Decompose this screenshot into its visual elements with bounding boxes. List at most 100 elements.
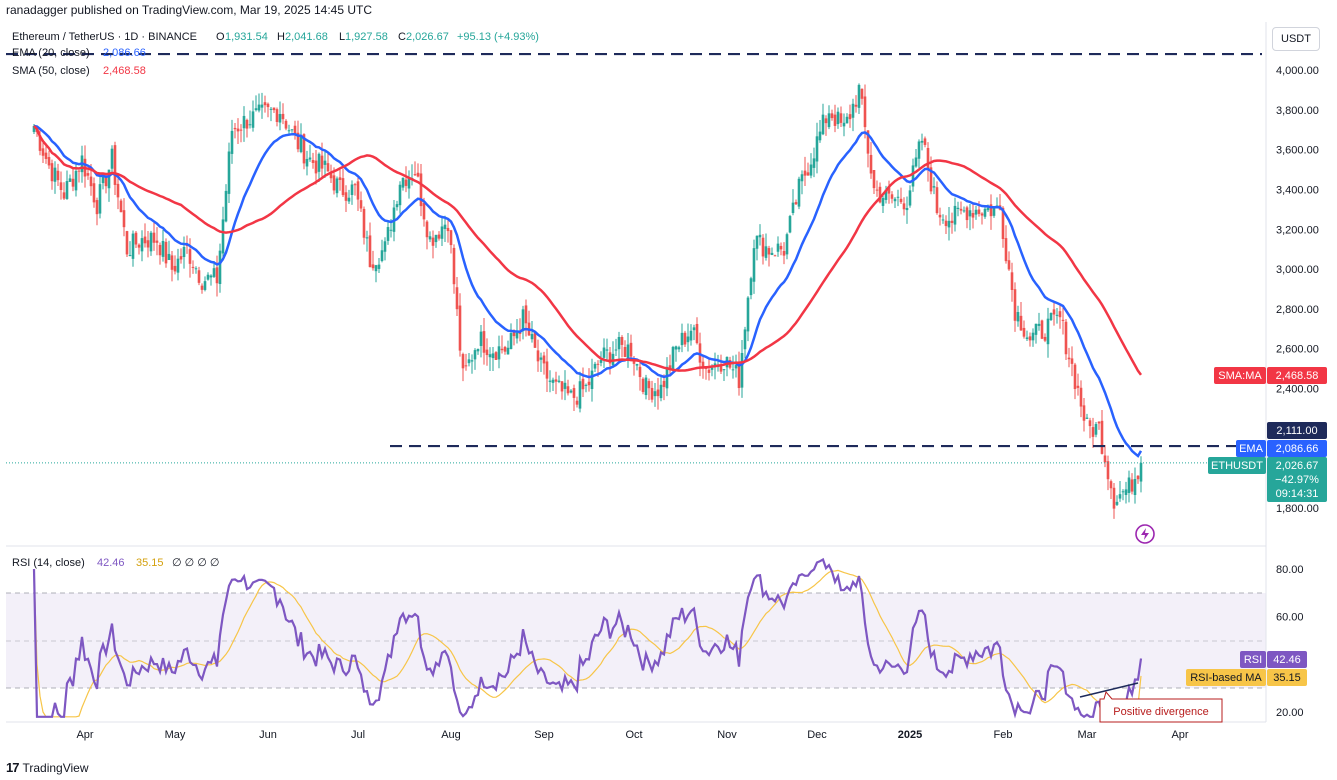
candle xyxy=(1028,332,1032,347)
ema-line xyxy=(33,124,1143,458)
candle xyxy=(167,240,171,261)
candle xyxy=(299,123,303,154)
last-price-change: −42.97% xyxy=(1275,474,1319,486)
candle xyxy=(980,212,984,225)
candle xyxy=(287,124,291,135)
time-tick-label: Sep xyxy=(534,729,554,741)
candle xyxy=(1094,421,1098,438)
candle xyxy=(239,124,243,143)
candle xyxy=(200,283,204,294)
candle xyxy=(485,338,489,366)
candle xyxy=(113,141,117,196)
candle xyxy=(293,120,297,140)
candle xyxy=(56,163,60,186)
candle xyxy=(398,181,402,214)
candle xyxy=(323,151,327,178)
candle xyxy=(1034,323,1038,344)
candle xyxy=(944,215,948,235)
candle xyxy=(155,227,159,256)
legend-ohlc: O 1,931.54 H 2,041.68 L 1,927.58 C 2,026… xyxy=(216,31,539,43)
candle xyxy=(521,305,525,340)
candle xyxy=(1004,225,1008,264)
candle xyxy=(785,232,789,260)
candle xyxy=(779,242,783,256)
candle xyxy=(365,230,369,252)
candle xyxy=(1106,455,1110,491)
candle xyxy=(47,150,51,169)
price-axis: 4,000.00 3,800.00 3,600.00 3,400.00 3,200.00… xyxy=(1276,65,1319,515)
level-tag: 2,111.00 xyxy=(1267,422,1327,439)
lightning-icon[interactable] xyxy=(1135,524,1155,544)
candle xyxy=(524,299,528,337)
candle xyxy=(221,206,225,261)
candle xyxy=(419,164,423,217)
last-price-symbol: ETHUSDT xyxy=(1211,460,1263,472)
candle xyxy=(1022,320,1026,339)
candle xyxy=(767,245,771,267)
open-value: 1,931.54 xyxy=(225,31,268,43)
currency-unit-button[interactable]: USDT xyxy=(1272,27,1320,51)
candle xyxy=(530,320,534,343)
candle xyxy=(194,266,198,274)
candle xyxy=(1019,302,1023,331)
candle xyxy=(1001,206,1005,248)
candle xyxy=(50,159,54,190)
candle xyxy=(854,95,858,113)
time-tick-label: Apr xyxy=(76,729,93,741)
price-pane xyxy=(6,22,1266,545)
candle xyxy=(806,162,810,176)
candle xyxy=(440,217,444,247)
candle xyxy=(572,384,576,412)
candle xyxy=(1079,380,1083,418)
candle xyxy=(809,153,813,179)
candle xyxy=(737,351,741,396)
candle xyxy=(131,230,135,267)
candle xyxy=(260,92,264,119)
candle xyxy=(137,243,141,255)
candle xyxy=(224,184,228,223)
candle xyxy=(1049,312,1053,321)
candle xyxy=(1067,347,1071,368)
candle xyxy=(1136,475,1140,484)
candle xyxy=(869,141,873,179)
rsi-tag-value: 42.46 xyxy=(1273,654,1301,666)
candle xyxy=(215,255,219,297)
candle xyxy=(206,272,210,281)
candle xyxy=(920,133,924,151)
time-tick-label: Nov xyxy=(717,729,737,741)
candle xyxy=(32,123,36,134)
candle xyxy=(386,220,390,245)
candle xyxy=(1121,489,1125,501)
candle xyxy=(428,231,432,243)
candle xyxy=(683,330,687,347)
rsi-tag: RSI 42.46 xyxy=(1240,651,1307,668)
high-label: H xyxy=(277,31,285,43)
footer: 17 TradingView xyxy=(6,760,89,775)
candle xyxy=(752,239,756,294)
candle xyxy=(1127,470,1131,503)
candle xyxy=(890,191,894,204)
candle xyxy=(557,375,561,384)
candle xyxy=(209,274,213,286)
candle xyxy=(452,244,456,294)
candle xyxy=(791,189,795,216)
candle xyxy=(479,324,483,358)
candle xyxy=(620,335,624,358)
candle xyxy=(644,374,648,400)
candle xyxy=(641,377,645,395)
candle xyxy=(581,367,585,398)
candle xyxy=(1037,312,1041,331)
candle xyxy=(467,352,471,367)
candle xyxy=(245,118,249,138)
last-price-value: 2,026.67 xyxy=(1276,460,1319,472)
candle xyxy=(98,175,102,219)
candle xyxy=(923,136,927,148)
candle xyxy=(1124,481,1128,504)
candle xyxy=(68,174,72,182)
candle xyxy=(278,101,282,131)
candle xyxy=(242,106,246,142)
candle xyxy=(116,178,120,210)
candle xyxy=(401,177,405,191)
candle xyxy=(179,248,183,264)
